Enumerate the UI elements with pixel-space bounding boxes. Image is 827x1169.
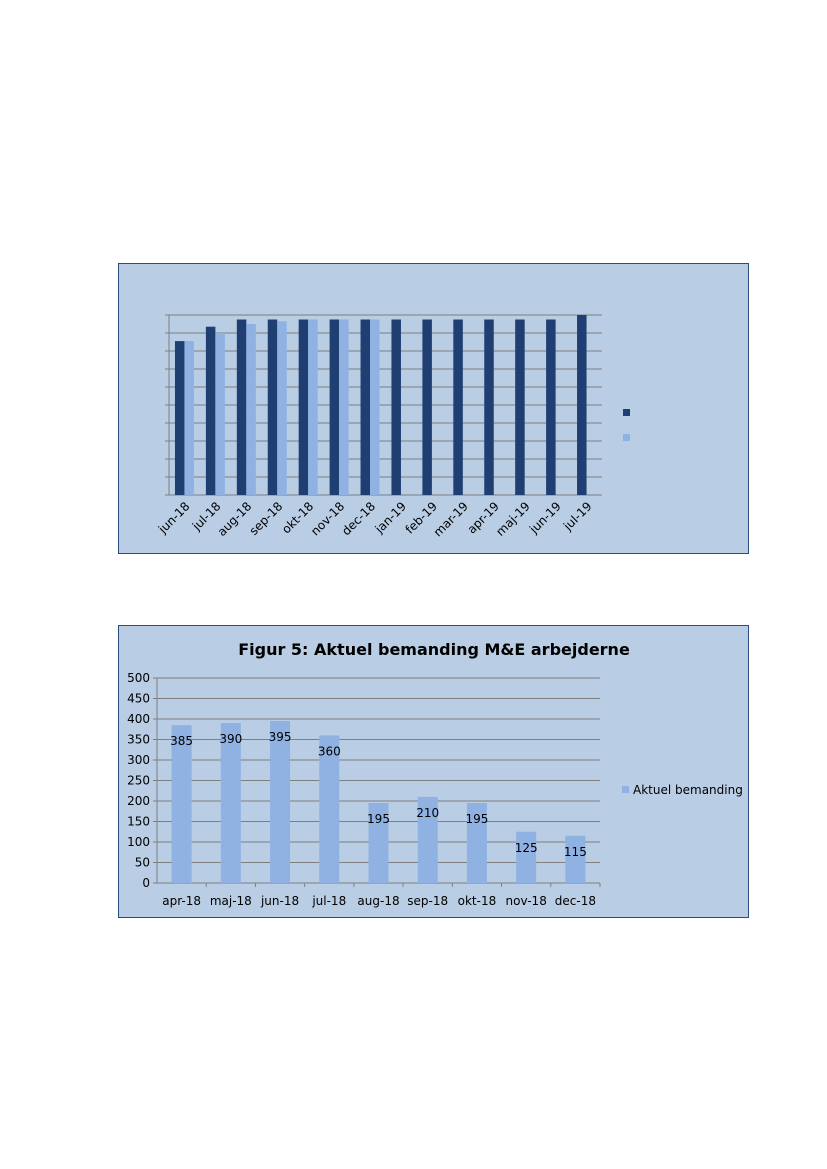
legend-marker-series-2: [623, 434, 630, 441]
chart-2-svg: Figur 5: Aktuel bemanding M&E arbejderne…: [127, 640, 743, 908]
bar-series-1: [515, 319, 525, 495]
bar: [368, 803, 389, 883]
x-tick-label: okt-18: [458, 894, 497, 908]
bar-series-1: [267, 319, 278, 495]
chart-title: Figur 5: Aktuel bemanding M&E arbejderne: [238, 640, 630, 659]
bar-series-1: [546, 319, 556, 495]
chart-1-panel: jun-18 jul-18 aug-18 sep-18 okt-18 nov-18 dec-…: [118, 263, 749, 554]
y-tick-label: 200: [127, 794, 150, 808]
bar: [270, 721, 291, 883]
x-tick-label: jun-18: [155, 499, 193, 537]
data-label: 385: [170, 734, 193, 748]
x-tick-label: maj-18: [210, 894, 252, 908]
x-tick-label: jun-18: [260, 894, 299, 908]
bar: [319, 735, 340, 883]
bar: [466, 803, 487, 883]
y-tick-label: 0: [142, 876, 150, 890]
legend-marker-series-1: [623, 409, 630, 416]
bar-series-2: [215, 333, 225, 495]
bar-series-1: [453, 319, 463, 495]
bar-series-2: [370, 319, 380, 495]
bar: [516, 831, 537, 883]
y-tick-label: 350: [127, 733, 150, 747]
x-tick-label: jul-18: [311, 894, 346, 908]
y-tick-label: 300: [127, 753, 150, 767]
chart-1-svg: jun-18jul-18aug-18sep-18okt-18nov-18dec-…: [155, 314, 630, 539]
bar-series-1: [484, 319, 494, 495]
data-label: 115: [564, 845, 587, 859]
x-tick-label: aug-18: [215, 499, 255, 539]
legend-marker: [622, 786, 629, 793]
x-tick-label: dec-18: [339, 499, 378, 538]
bar: [171, 725, 192, 883]
y-tick-label: 150: [127, 815, 150, 829]
chart-2-panel: Figur 5: Aktuel bemanding M&E arbejderne…: [118, 625, 749, 918]
x-tick-label: nov-18: [308, 499, 347, 538]
x-tick-label: sep-18: [407, 894, 448, 908]
data-label: 395: [269, 730, 292, 744]
data-label: 125: [515, 841, 538, 855]
bar-series-2: [246, 324, 256, 495]
bar-series-1: [298, 319, 309, 495]
bar-series-1: [236, 319, 247, 495]
x-tick-label: aug-18: [357, 894, 399, 908]
data-label: 210: [416, 806, 439, 820]
x-tick-label: jul-19: [560, 499, 595, 534]
y-tick-label: 500: [127, 671, 150, 685]
x-tick-label: maj-19: [493, 499, 533, 539]
bar-series-2: [277, 321, 287, 495]
bar-series-1: [205, 326, 216, 495]
bar-series-1: [422, 319, 432, 495]
y-tick-label: 50: [135, 856, 150, 870]
bar-series-2: [184, 341, 194, 495]
bar-series-1: [391, 319, 401, 495]
data-label: 360: [318, 744, 341, 758]
data-label: 390: [219, 732, 242, 746]
y-tick-label: 450: [127, 692, 150, 706]
y-tick-label: 250: [127, 774, 150, 788]
bar-series-1: [360, 319, 371, 495]
bar: [565, 835, 586, 883]
bar-series-1: [329, 319, 340, 495]
data-label: 195: [465, 812, 488, 826]
x-tick-label: jan-19: [372, 499, 409, 536]
x-tick-label: mar-19: [431, 499, 471, 539]
data-label: 195: [367, 812, 390, 826]
x-tick-label: dec-18: [555, 894, 596, 908]
legend-label: Aktuel bemanding: [633, 783, 743, 797]
x-tick-label: nov-18: [506, 894, 547, 908]
x-tick-label: jun-19: [526, 499, 564, 537]
bar-series-2: [339, 319, 349, 495]
y-tick-label: 100: [127, 835, 150, 849]
y-tick-label: 400: [127, 712, 150, 726]
x-tick-label: sep-18: [247, 499, 286, 538]
bar: [417, 796, 438, 883]
x-tick-label: apr-18: [162, 894, 201, 908]
bar-series-1: [577, 315, 587, 495]
bar: [220, 723, 241, 883]
bar-series-2: [308, 319, 318, 495]
bar-series-1: [174, 341, 185, 495]
